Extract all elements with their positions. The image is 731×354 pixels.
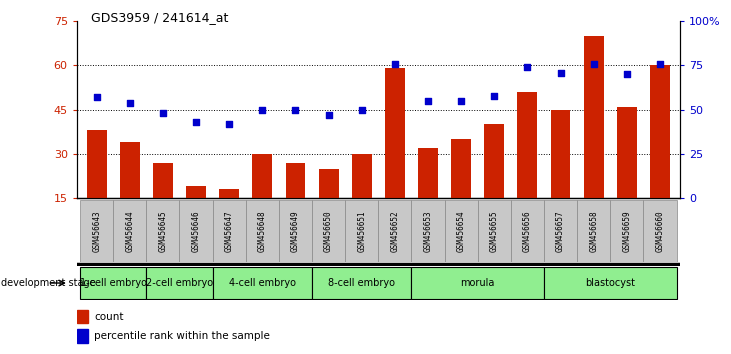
Text: GSM456653: GSM456653 (423, 210, 433, 252)
Text: GSM456650: GSM456650 (324, 210, 333, 252)
Point (488, 93, 500, 98)
Bar (550, 110, 570, 198)
Text: GSM456644: GSM456644 (125, 210, 135, 252)
Bar (617, 107, 637, 198)
Text: blastocyst: blastocyst (586, 278, 635, 288)
Bar (518, 92, 537, 198)
Bar (584, 36, 604, 198)
Bar (312, 200, 345, 262)
Text: 1-cell embryo: 1-cell embryo (80, 278, 147, 288)
Bar (412, 200, 444, 262)
Point (289, 107, 301, 113)
Bar (146, 200, 180, 262)
Text: GSM456643: GSM456643 (92, 210, 101, 252)
Text: GSM456655: GSM456655 (490, 210, 499, 252)
Bar (378, 200, 412, 262)
Point (455, 98, 467, 104)
Text: GSM456657: GSM456657 (556, 210, 565, 252)
Point (621, 72, 632, 77)
Bar (544, 267, 676, 299)
Bar (643, 200, 676, 262)
Bar (113, 200, 146, 262)
Bar (485, 125, 504, 198)
Bar (120, 142, 140, 198)
Bar (286, 163, 306, 198)
Bar (77, 310, 88, 323)
Text: GSM456658: GSM456658 (589, 210, 598, 252)
Text: GSM456648: GSM456648 (258, 210, 267, 252)
Bar (319, 169, 338, 198)
Text: 8-cell embryo: 8-cell embryo (328, 278, 395, 288)
Point (654, 61, 666, 67)
Point (91, 95, 102, 100)
Text: GSM456647: GSM456647 (224, 210, 234, 252)
Point (555, 70, 567, 75)
Point (190, 119, 202, 125)
Bar (444, 200, 477, 262)
Bar (279, 200, 312, 262)
Bar (219, 189, 239, 198)
Bar (77, 329, 88, 343)
Text: GSM456652: GSM456652 (390, 210, 399, 252)
Text: development stage: development stage (1, 278, 96, 288)
Bar (577, 200, 610, 262)
Text: count: count (94, 312, 124, 322)
Text: GDS3959 / 241614_at: GDS3959 / 241614_at (91, 11, 229, 24)
Text: GSM456659: GSM456659 (622, 210, 632, 252)
Bar (312, 267, 412, 299)
Point (588, 61, 599, 67)
Text: 2-cell embryo: 2-cell embryo (146, 278, 213, 288)
Point (422, 98, 433, 104)
Bar (451, 139, 471, 198)
Text: GSM456654: GSM456654 (457, 210, 466, 252)
Point (257, 107, 268, 113)
Point (323, 112, 335, 118)
Bar (252, 154, 272, 198)
Bar (477, 200, 511, 262)
Bar (412, 267, 544, 299)
Bar (650, 65, 670, 198)
Text: GSM456646: GSM456646 (192, 210, 200, 252)
Bar (213, 200, 246, 262)
Bar (87, 130, 107, 198)
Bar (544, 200, 577, 262)
Text: morula: morula (461, 278, 495, 288)
Bar (352, 154, 371, 198)
Bar (186, 187, 206, 198)
Point (389, 61, 401, 67)
Point (157, 110, 169, 116)
Bar (345, 200, 379, 262)
Text: GSM456660: GSM456660 (656, 210, 664, 252)
Text: GSM456651: GSM456651 (357, 210, 366, 252)
Text: GSM456645: GSM456645 (159, 210, 167, 252)
Bar (385, 68, 405, 198)
Bar (418, 148, 438, 198)
Point (124, 100, 136, 105)
Text: percentile rank within the sample: percentile rank within the sample (94, 331, 270, 341)
Bar (610, 200, 643, 262)
Text: GSM456649: GSM456649 (291, 210, 300, 252)
Bar (213, 267, 312, 299)
Bar (153, 163, 173, 198)
Bar (146, 267, 213, 299)
Bar (80, 267, 146, 299)
Bar (511, 200, 544, 262)
Point (356, 107, 368, 113)
Text: GSM456656: GSM456656 (523, 210, 532, 252)
Bar (246, 200, 279, 262)
Point (521, 64, 533, 70)
Bar (80, 200, 113, 262)
Point (224, 121, 235, 127)
Bar (180, 200, 213, 262)
Text: 4-cell embryo: 4-cell embryo (229, 278, 296, 288)
